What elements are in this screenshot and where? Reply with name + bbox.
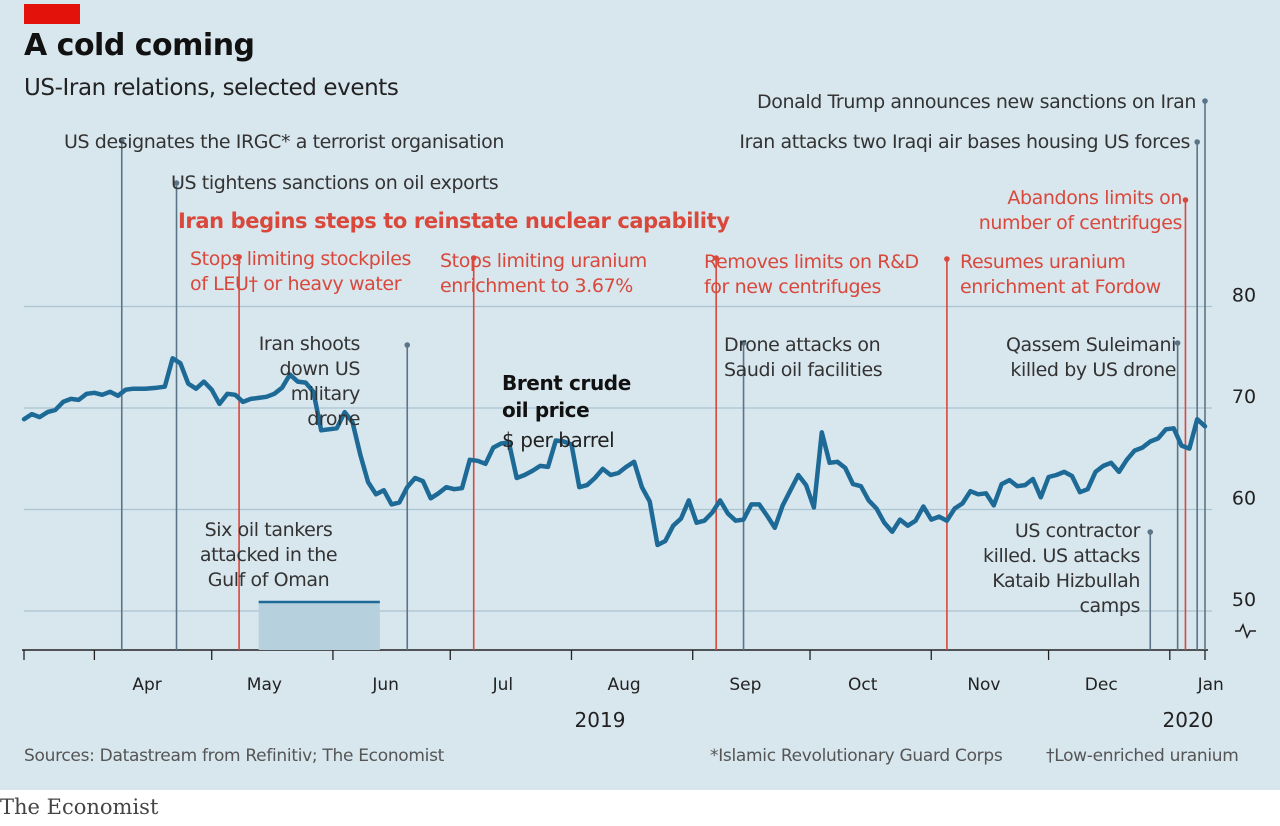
event-marker-dot-4 [404,342,411,348]
chart-subtitle: US-Iran relations, selected events [24,75,399,101]
x-tick-label-nov: Nov [967,675,1000,695]
series-label-line1: Brent crude [502,371,631,395]
event-label-centrifuges-rd: Removes limits on R&D for new centrifuge… [704,251,919,298]
event-label-irgc: US designates the IRGC* a terrorist orga… [64,131,504,153]
x-tick-label-aug: Aug [608,675,641,695]
x-tick-label-oct: Oct [848,675,878,695]
y-tick-label-50: 50 [1232,589,1256,611]
event-label-contractor: US contractor killed. US attacks Kataib … [982,520,1140,617]
event-marker-dot-0 [118,138,125,144]
y-tick-label-80: 80 [1232,285,1256,307]
footnote-leu: †Low-enriched uranium [1046,746,1239,766]
brent-series-line [21,356,1208,548]
event-label-oil-sanctions: US tightens sanctions on oil exports [171,172,499,194]
event-marker-dot-6 [713,255,719,261]
event-marker-dot-13 [1202,98,1208,104]
event-label-saudi-drones: Drone attacks on Saudi oil facilities [724,334,883,381]
series-label-unit: $ per barrel [502,428,615,452]
event-marker-dot-11 [1182,197,1189,203]
event-label-leu: Stops limiting stockpiles of LEU† or hea… [190,248,411,295]
x-tick-label-apr: Apr [132,675,161,695]
event-marker-dot-7 [740,340,747,346]
x-tick-label-jun: Jun [371,675,399,695]
event-label-enrichment: Stops limiting uranium enrichment to 3.6… [440,250,647,297]
source-note: Sources: Datastream from Refinitiv; The … [24,746,444,766]
iran-steps-heading: Iran begins steps to reinstate nuclear c… [178,209,730,233]
event-marker-dot-9 [1147,529,1154,535]
event-marker-dot-12 [1194,139,1200,145]
economist-logo: The Economist [0,795,159,819]
y-tick-label-60: 60 [1232,488,1256,510]
event-label-suleimani: Qassem Suleimani killed by US drone [1005,334,1176,381]
x-tick-label-may: May [247,675,282,695]
y-tick-label-70: 70 [1232,386,1256,408]
event-label-drone-down: Iran shoots down US military drone [258,333,361,430]
x-tick-label-jul: Jul [492,675,514,695]
axis-break-icon [1235,623,1256,639]
footnote-irgc: *Islamic Revolutionary Guard Corps [710,746,1003,766]
event-label-air-bases: Iran attacks two Iraqi air bases housing… [739,131,1190,153]
x-tick-label-sep: Sep [729,675,761,695]
event-marker-dot-10 [1174,340,1181,346]
event-marker-dot-8 [944,256,950,262]
source-text: Sources: Datastream from Refinitiv; The … [24,746,444,766]
event-label-new-sanctions: Donald Trump announces new sanctions on … [757,91,1196,113]
series-label-line2: oil price [502,398,590,422]
event-marker-dot-2 [236,254,242,260]
event-marker-dot-1 [173,180,180,186]
brand-tag [24,4,80,24]
chart-canvas: 50 60 70 80 Apr May Jun Jul Aug Sep Oct Nov Dec Jan 20… [21,98,1256,732]
event-marker-dot-5 [470,255,477,261]
x-year-label-2019: 2019 [575,708,626,732]
event-label-fordow: Resumes uranium enrichment at Fordow [960,251,1161,298]
chart-title: A cold coming [24,28,255,63]
x-tick-label-jan: Jan [1197,675,1224,695]
event-label-tankers: Six oil tankers attacked in the Gulf of … [199,519,338,591]
x-year-label-2020: 2020 [1163,708,1214,732]
event-label-centrifuge-limits: Abandons limits on number of centrifuges [978,187,1183,234]
tanker-attacks-band [258,603,380,650]
x-tick-label-dec: Dec [1085,675,1118,695]
